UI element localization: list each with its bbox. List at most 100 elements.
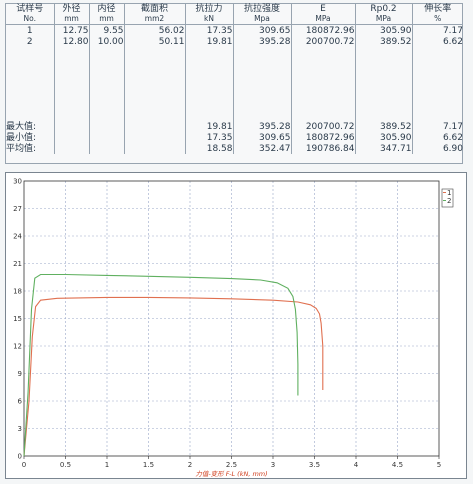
summary-cell: 309.65: [232, 132, 291, 143]
summary-cell: [88, 132, 124, 143]
summary-cell: [123, 121, 185, 132]
x-axis-title: 力值-变形 F-L (kN, mm): [195, 470, 267, 478]
summary-label: 最大值:: [6, 121, 37, 132]
summary-cell: 190786.84: [290, 143, 355, 154]
x-tick-label: 5: [437, 461, 441, 469]
legend-entry: 2: [447, 197, 451, 205]
y-tick-label: 27: [13, 205, 22, 213]
summary-label: 平均值:: [6, 143, 37, 154]
chart-legend[interactable]: 12: [441, 188, 454, 208]
results-table: 试样号 外径 内径 截面积 抗拉力 抗拉强度 E Rp0.2 伸长率 No. m…: [6, 4, 463, 154]
header-name: 外径: [53, 4, 89, 14]
cell-sample-no: 1: [26, 25, 33, 36]
cell-inner-diameter: 10.00: [88, 36, 124, 47]
summary-cell: 7.17: [411, 121, 463, 132]
series-line-2: [23, 273, 299, 457]
force-deformation-chart-panel: 0 0.5 1 1.5 2 2.5 3 3.5 4 4.5 5 0 3 6 9 12 15 18 21 24 27 30 …: [5, 172, 467, 479]
chart-axes: 0 0.5 1 1.5 2 2.5 3 3.5 4 4.5 5 0 3 6 9 12 15 18 21 24 27 30: [13, 178, 441, 470]
header-unit: kN: [184, 14, 233, 25]
x-tick-label: 1.5: [143, 461, 154, 469]
plot-border: [23, 180, 440, 457]
y-tick-label: 15: [13, 315, 22, 323]
summary-label: 最小值:: [6, 132, 37, 143]
y-tick-label: 3: [18, 425, 22, 433]
header-name: 内径: [88, 4, 124, 14]
force-deformation-chart: 0 0.5 1 1.5 2 2.5 3 3.5 4 4.5 5036912151821242730 …: [13, 178, 454, 478]
summary-cell: [53, 132, 89, 143]
x-tick-label: 1: [105, 461, 109, 469]
header-name: E: [290, 4, 355, 14]
cell-modulus: 200700.72: [290, 36, 355, 47]
summary-cell: 17.35: [184, 132, 233, 143]
summary-cell: 6.90: [411, 143, 463, 154]
header-unit: mm: [88, 14, 124, 25]
header-name: 截面积: [123, 4, 185, 14]
cell-rp02: 305.90: [354, 24, 412, 36]
header-name: 试样号: [16, 4, 44, 14]
chart-grid: [24, 181, 439, 456]
header-row: 试样号 外径 内径 截面积 抗拉力 抗拉强度 E Rp0.2 伸长率: [6, 4, 463, 14]
header-name: Rp0.2: [354, 4, 412, 14]
y-tick-label: 6: [18, 398, 23, 406]
cell-elongation: 7.17: [411, 24, 463, 36]
x-tick-label: 4: [354, 461, 359, 469]
header-unit: Mpa: [232, 14, 291, 25]
y-tick-label: 30: [13, 178, 22, 186]
summary-row-avg: 平均值: 18.58 352.47 190786.84 347.71 6.90: [6, 143, 463, 154]
header-name: 抗拉力: [184, 4, 233, 14]
cell-modulus: 180872.96: [290, 24, 355, 36]
summary-cell: [88, 143, 124, 154]
cell-tensile-force: 19.81: [184, 36, 233, 47]
cell-area: 56.02: [123, 24, 185, 36]
header-unit: mm: [53, 14, 89, 25]
cell-outer-diameter: 12.80: [53, 36, 89, 47]
table-row: 1 12.75 9.55 56.02 17.35 309.65 180872.9…: [6, 24, 463, 36]
header-unit: No.: [23, 14, 36, 23]
y-tick-label: 24: [13, 233, 22, 241]
y-tick-label: 9: [18, 370, 22, 378]
y-tick-label: 0: [18, 453, 22, 461]
results-table-panel: 试样号 外径 内径 截面积 抗拉力 抗拉强度 E Rp0.2 伸长率 No. m…: [5, 3, 463, 164]
summary-cell: 352.47: [232, 143, 291, 154]
summary-row-min: 最小值: 17.35 309.65 180872.96 305.90 6.62: [6, 132, 463, 143]
summary-cell: [53, 143, 89, 154]
y-tick-label: 21: [13, 260, 22, 268]
summary-row-max: 最大值: 19.81 395.28 200700.72 389.52 7.17: [6, 121, 463, 132]
summary-cell: [53, 121, 89, 132]
cell-sample-no: 2: [26, 36, 33, 47]
summary-cell: [123, 132, 185, 143]
summary-cell: 6.62: [411, 132, 463, 143]
chart-series: [23, 273, 324, 457]
table-spacer-row: [6, 47, 463, 121]
header-unit: MPa: [290, 14, 355, 25]
x-tick-label: 3.5: [309, 461, 320, 469]
summary-cell: 395.28: [232, 121, 291, 132]
y-tick-label: 18: [13, 288, 22, 296]
unit-row: No. mm mm mm2 kN Mpa MPa MPa %: [6, 14, 463, 25]
x-tick-label: 3: [271, 461, 275, 469]
table-row: 2 12.80 10.00 50.11 19.81 395.28 200700.…: [6, 36, 463, 47]
cell-elongation: 6.62: [411, 36, 463, 47]
summary-cell: [123, 143, 185, 154]
cell-tensile-strength: 395.28: [232, 36, 291, 47]
x-tick-label: 2: [188, 461, 192, 469]
header-name: 伸长率: [411, 4, 463, 14]
x-tick-label: 2.5: [226, 461, 237, 469]
legend-box[interactable]: [441, 188, 454, 208]
summary-cell: 347.71: [354, 143, 412, 154]
y-tick-label: 12: [13, 343, 22, 351]
summary-cell: 180872.96: [290, 132, 355, 143]
cell-outer-diameter: 12.75: [53, 24, 89, 36]
summary-cell: 19.81: [184, 121, 233, 132]
header-name: 抗拉强度: [232, 4, 291, 14]
x-tick-label: 4.5: [392, 461, 403, 469]
legend-entry: 1: [447, 189, 451, 197]
summary-cell: 389.52: [354, 121, 412, 132]
summary-cell: [88, 121, 124, 132]
cell-tensile-force: 17.35: [184, 24, 233, 36]
header-unit: mm2: [123, 14, 185, 25]
cell-area: 50.11: [123, 36, 185, 47]
summary-cell: 200700.72: [290, 121, 355, 132]
header-unit: MPa: [354, 14, 412, 25]
cell-inner-diameter: 9.55: [88, 24, 124, 36]
